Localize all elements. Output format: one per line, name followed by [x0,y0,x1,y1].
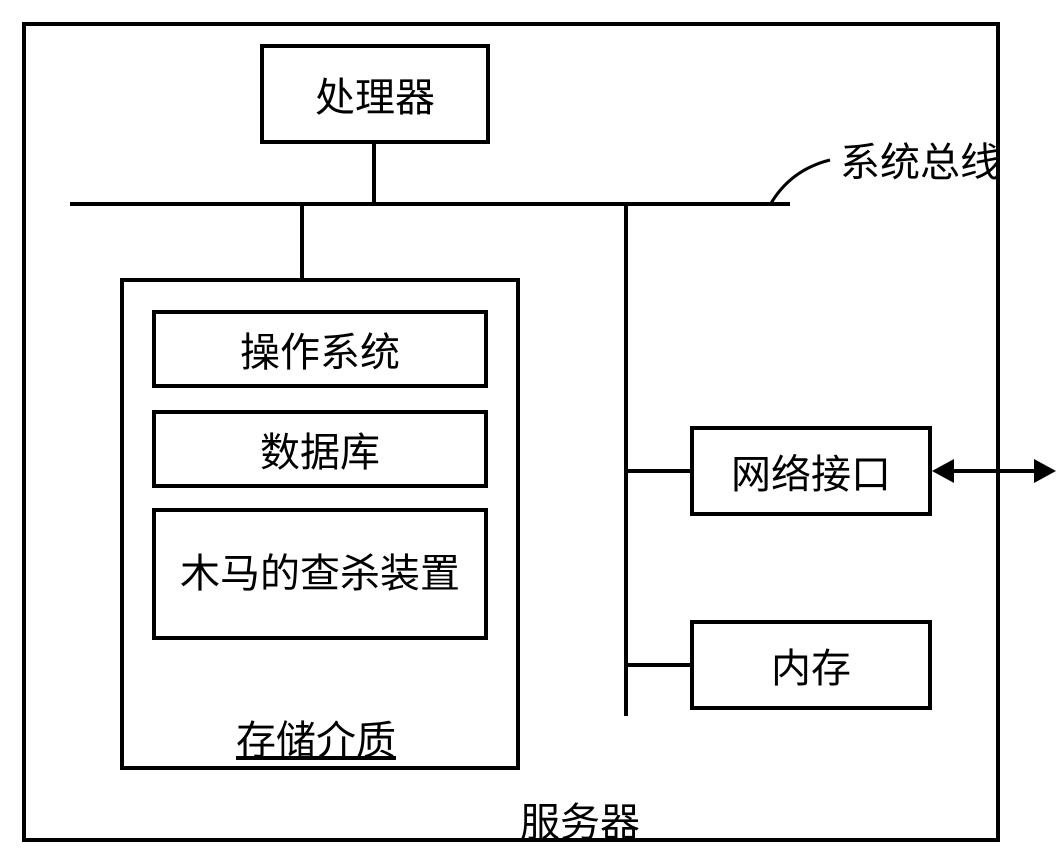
storage-to-bus-line [300,206,304,280]
system-bus-line [70,202,790,206]
trojan-label: 木马的查杀装置 [180,548,460,600]
net-if-box: 网络接口 [690,426,932,516]
bus-label: 系统总线 [840,130,1000,188]
db-label: 数据库 [260,420,380,478]
memory-label: 内存 [771,636,851,694]
db-box: 数据库 [152,410,488,488]
external-arrow-shaft [946,469,1042,473]
external-arrow-right [1034,459,1056,483]
memory-box: 内存 [690,620,932,710]
processor-to-bus-line [372,144,376,204]
os-box: 操作系统 [152,310,488,388]
bus-label-connector [760,155,840,210]
server-label: 服务器 [520,790,640,848]
processor-label: 处理器 [315,65,435,123]
processor-box: 处理器 [260,44,490,144]
memory-connector [628,663,690,667]
external-arrow-left [932,459,954,483]
right-vertical-line [624,206,628,716]
net-if-connector [628,469,690,473]
net-if-label: 网络接口 [731,442,891,500]
trojan-box: 木马的查杀装置 [152,508,488,640]
os-label: 操作系统 [240,320,400,378]
storage-label: 存储介质 [236,708,396,766]
